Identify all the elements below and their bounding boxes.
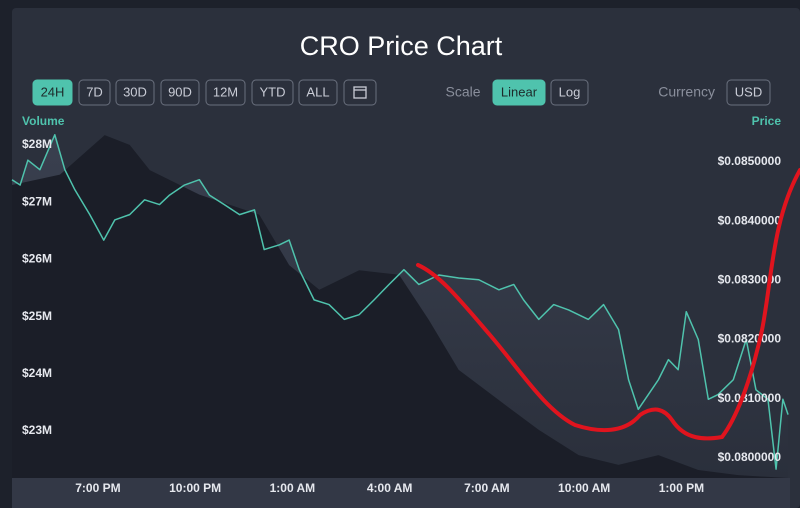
button-box[interactable] xyxy=(160,79,200,106)
x-tick-label: 4:00 AM xyxy=(367,481,413,495)
button-label[interactable]: 30D xyxy=(123,84,147,99)
button-label[interactable]: USD xyxy=(735,84,762,99)
button-label[interactable]: Linear xyxy=(501,84,538,99)
chart-title: CRO Price Chart xyxy=(300,31,503,61)
button[interactable]: YTD xyxy=(251,79,294,106)
button-label[interactable]: 24H xyxy=(41,84,65,99)
button-box[interactable] xyxy=(492,79,546,106)
button-label[interactable]: ALL xyxy=(306,84,329,99)
button-box[interactable] xyxy=(205,79,246,106)
y2-tick-label: $0.0850000 xyxy=(718,154,782,168)
y2-axis-title: Price xyxy=(752,114,782,128)
currency-label: Currency xyxy=(658,84,715,100)
y2-tick-label: $0.0810000 xyxy=(718,391,782,405)
button[interactable]: USD xyxy=(726,79,771,106)
x-tick-label: 10:00 AM xyxy=(558,481,610,495)
button[interactable]: ALL xyxy=(298,79,338,106)
button[interactable]: 24H xyxy=(32,79,73,106)
x-tick-label: 7:00 PM xyxy=(75,481,120,495)
button-box[interactable] xyxy=(343,79,377,106)
volume-area xyxy=(12,135,789,479)
annotation-stroke xyxy=(416,168,800,441)
x-tick-label: 1:00 AM xyxy=(270,481,316,495)
button[interactable]: 90D xyxy=(160,79,200,106)
calendar-icon xyxy=(353,86,367,99)
button[interactable]: 30D xyxy=(115,79,155,106)
button-box[interactable] xyxy=(550,79,589,106)
button-label[interactable]: 90D xyxy=(168,84,192,99)
button-label[interactable]: 7D xyxy=(86,84,103,99)
button[interactable]: 7D xyxy=(78,79,111,106)
y-tick-label: $26M xyxy=(22,252,52,266)
y-tick-label: $24M xyxy=(22,366,52,380)
price-line xyxy=(11,133,789,470)
x-tick-label: 7:00 AM xyxy=(464,481,510,495)
button-box[interactable] xyxy=(298,79,338,106)
button[interactable]: Linear xyxy=(492,79,546,106)
button[interactable]: 12M xyxy=(205,79,246,106)
x-tick-label: 1:00 PM xyxy=(659,481,704,495)
y2-tick-label: $0.0800000 xyxy=(718,450,782,464)
plot-area: Volume Price $28M $27M $26M $25M $24M $23M $0.08… xyxy=(11,114,789,495)
x-axis-band xyxy=(12,478,790,508)
button-label[interactable]: YTD xyxy=(260,84,286,99)
calendar-button[interactable] xyxy=(343,79,377,106)
y-axis-title: Volume xyxy=(22,114,65,128)
controls: 24H 7D 30D 90D 12M YTD ALL Scale Linear Log Curren… xyxy=(32,79,771,106)
button-box[interactable] xyxy=(78,79,111,106)
y-tick-label: $25M xyxy=(22,309,52,323)
button-box[interactable] xyxy=(115,79,155,106)
scale-label: Scale xyxy=(445,84,480,100)
y-tick-label: $27M xyxy=(22,194,52,208)
x-tick-label: 10:00 PM xyxy=(169,481,221,495)
button-label[interactable]: Log xyxy=(559,84,581,99)
y2-tick-label: $0.0820000 xyxy=(718,332,782,346)
y2-tick-label: $0.0830000 xyxy=(718,272,782,286)
button[interactable]: Log xyxy=(550,79,589,106)
button-label[interactable]: 12M xyxy=(213,84,238,99)
y2-tick-label: $0.0840000 xyxy=(718,213,782,227)
y-tick-label: $23M xyxy=(22,423,52,437)
y-tick-label: $28M xyxy=(22,137,52,151)
button-box[interactable] xyxy=(251,79,294,106)
button-box[interactable] xyxy=(32,79,73,106)
button-box[interactable] xyxy=(726,79,771,106)
